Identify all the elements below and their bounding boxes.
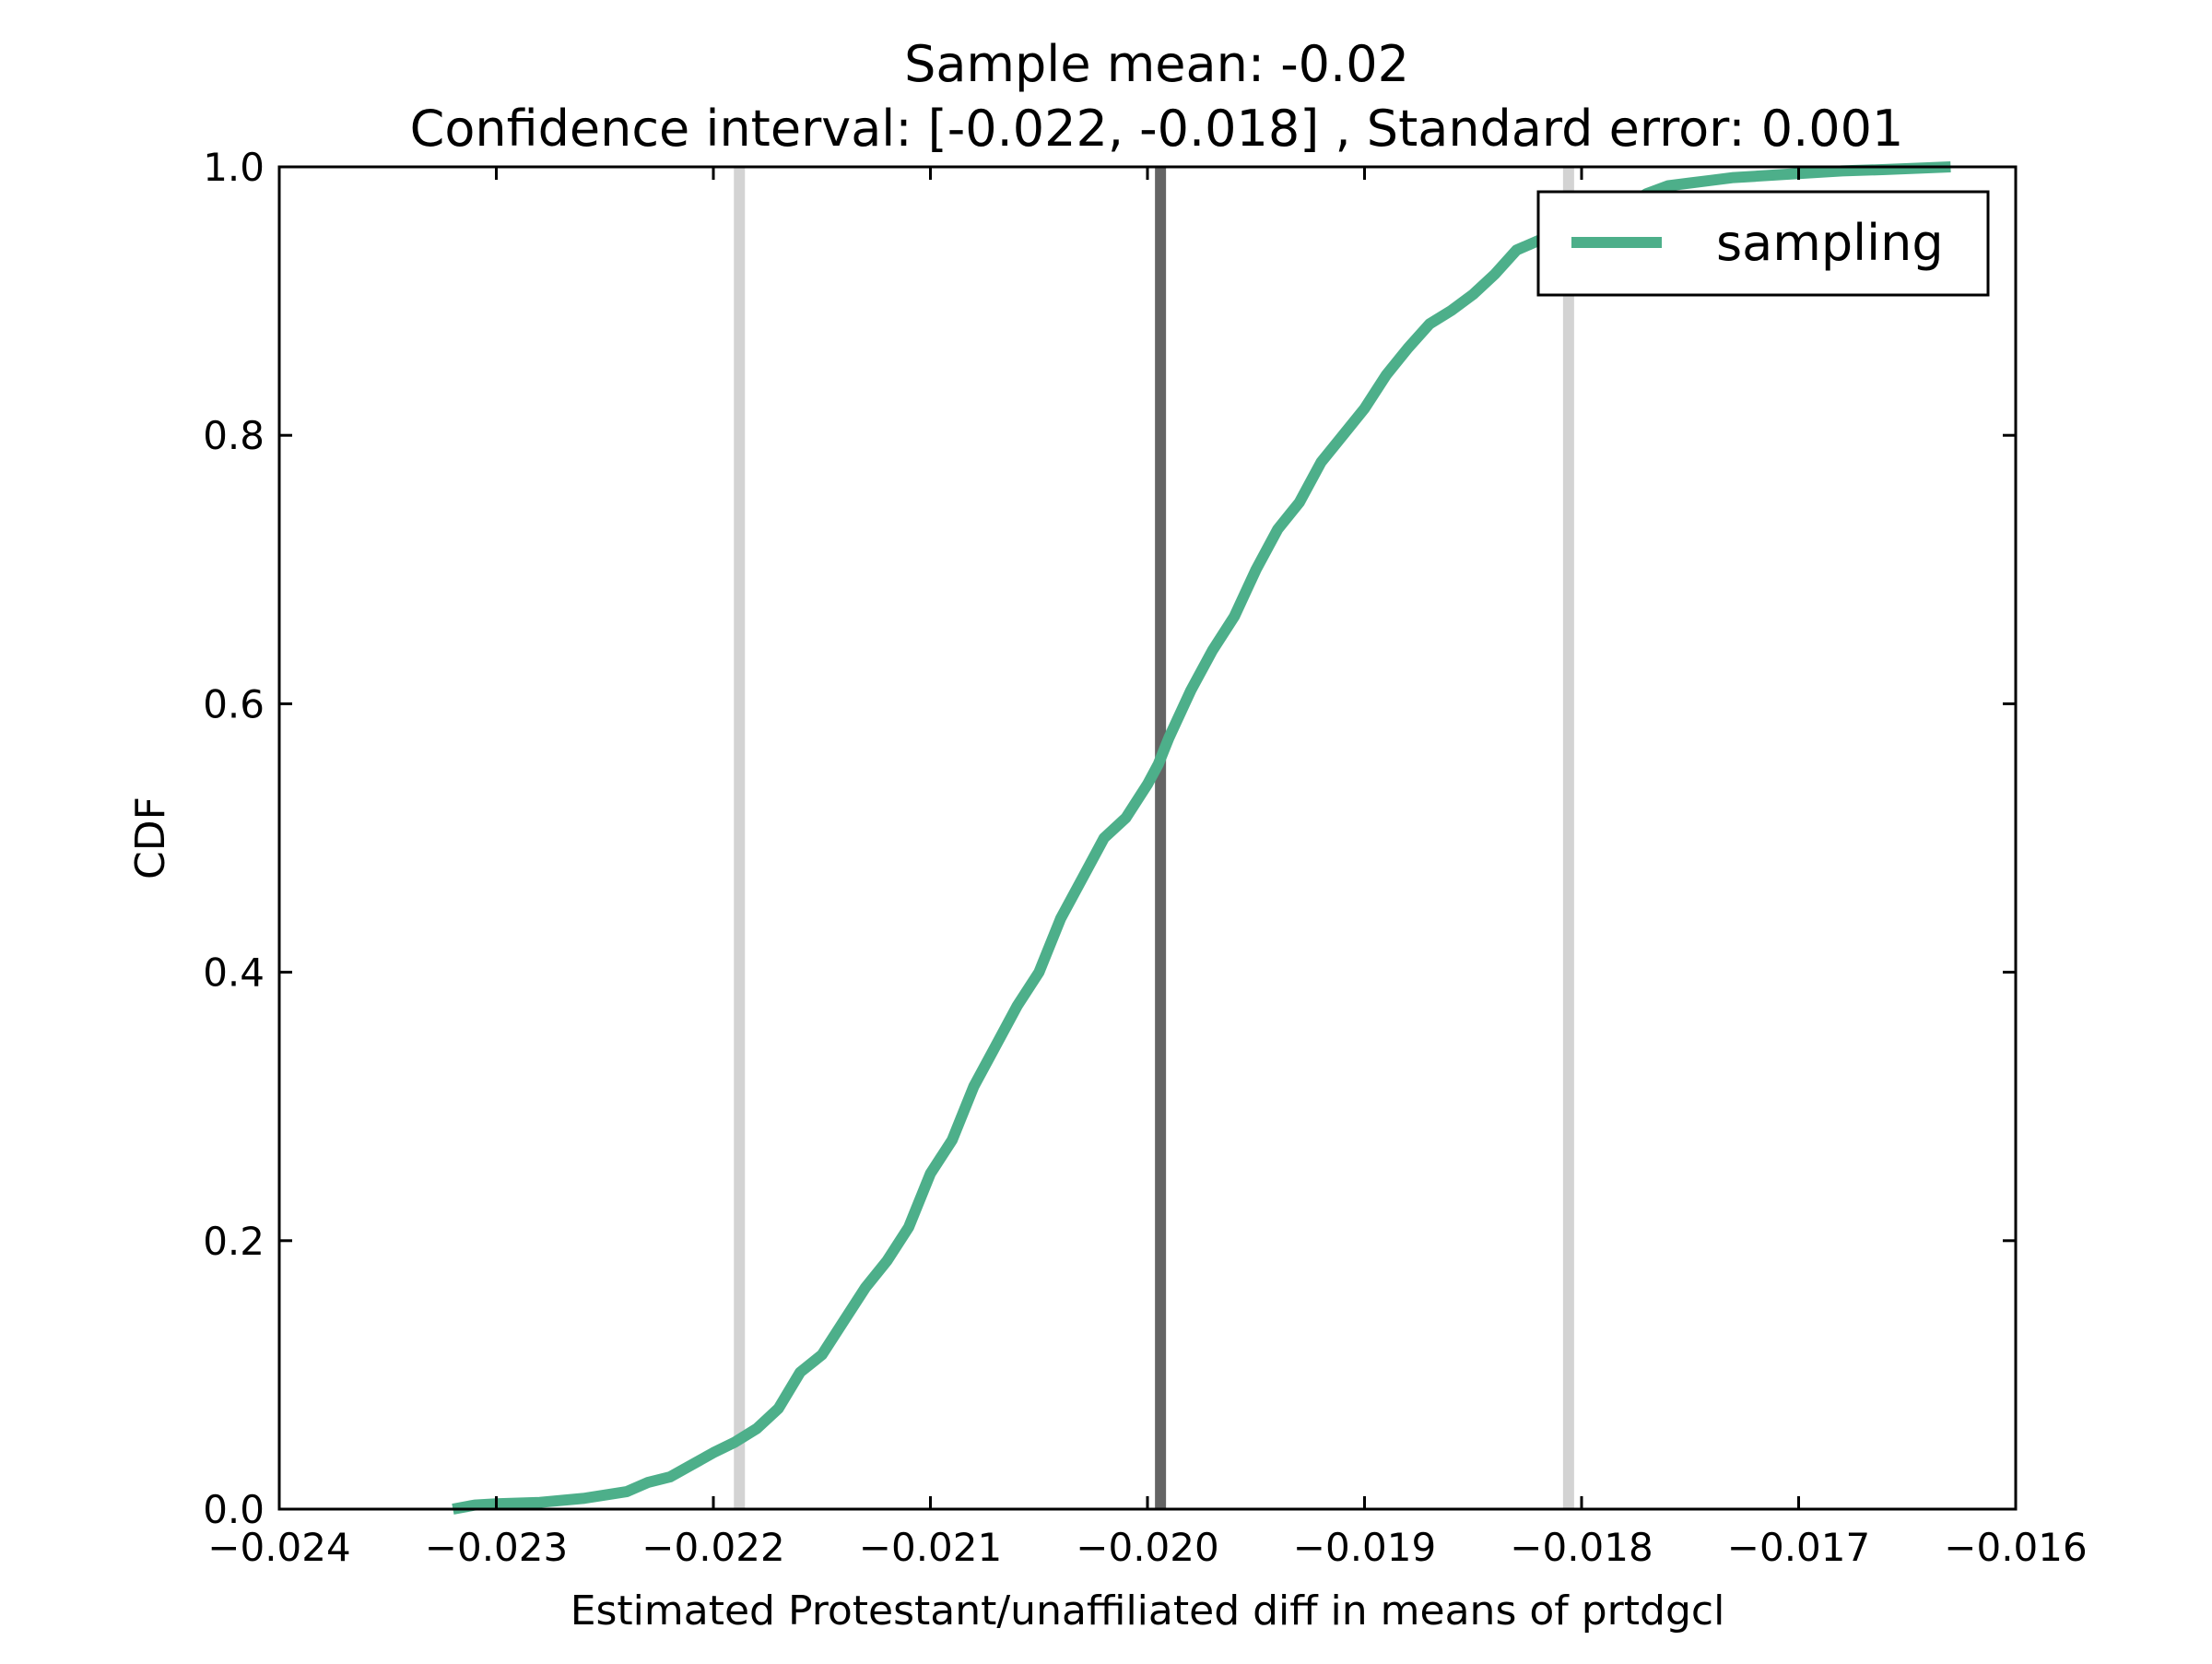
x-tick-label: −0.020 (1076, 1525, 1218, 1570)
x-tick-label: −0.024 (207, 1525, 350, 1570)
reference-lines (734, 167, 1574, 1509)
y-axis-ticks: 0.0 0.2 0.4 0.6 0.8 1.0 (203, 145, 2016, 1532)
chart-title-line1: Sample mean: -0.02 (904, 35, 1409, 93)
y-tick-label: 0.8 (203, 413, 265, 458)
legend: sampling (1536, 190, 1990, 297)
x-axis-ticks: −0.024 −0.023 −0.022 −0.021 −0.020 −0.019 −0.0… (207, 167, 2088, 1570)
x-tick-label: −0.019 (1293, 1525, 1436, 1570)
y-tick-label: 0.2 (203, 1219, 265, 1264)
chart-title-line2: Confidence interval: [-0.022, -0.018] , … (410, 100, 1904, 158)
y-tick-label: 0.4 (203, 950, 265, 996)
y-tick-label: 0.6 (203, 681, 265, 726)
x-tick-label: −0.017 (1727, 1525, 1870, 1570)
x-tick-label: −0.018 (1510, 1525, 1653, 1570)
x-tick-label: −0.023 (425, 1525, 568, 1570)
y-tick-label: 1.0 (203, 145, 265, 190)
legend-label-sampling: sampling (1716, 214, 1944, 272)
x-axis-label: Estimated Protestant/unaffiliated diff i… (571, 1587, 1725, 1634)
x-tick-label: −0.021 (859, 1525, 1002, 1570)
x-tick-label: −0.022 (641, 1525, 784, 1570)
x-tick-label: −0.016 (1944, 1525, 2087, 1570)
y-axis-label: CDF (127, 797, 174, 879)
y-tick-label: 0.0 (203, 1487, 265, 1532)
